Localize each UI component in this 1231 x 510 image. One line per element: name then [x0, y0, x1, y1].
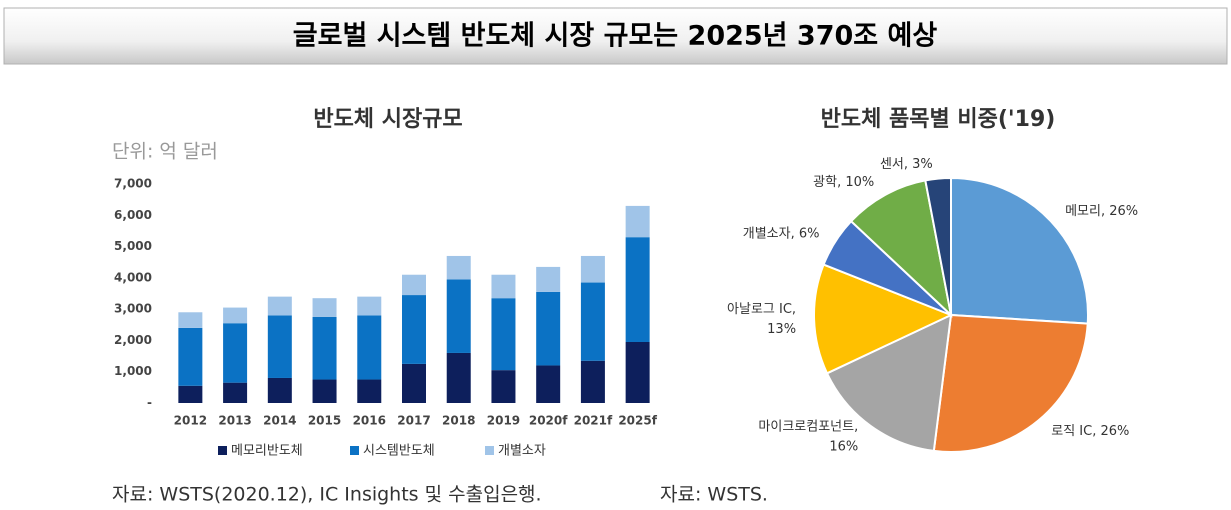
bar-segment — [223, 323, 248, 383]
page-title: 글로벌 시스템 반도체 시장 규모는 2025년 370조 예상 — [293, 21, 938, 52]
bar-segment — [625, 205, 650, 238]
bar-segment — [178, 327, 203, 386]
bar-segment — [491, 298, 516, 371]
x-tick-label: 2021f — [574, 414, 613, 428]
y-tick-label: 1,000 — [114, 364, 152, 378]
source: 자료: WSTS. — [660, 484, 768, 506]
legend-label: 시스템반도체 — [363, 444, 435, 459]
bar-segment — [312, 379, 337, 403]
bar-segment — [178, 385, 203, 403]
x-tick-label: 2019 — [487, 414, 520, 428]
x-tick-label: 2012 — [174, 414, 207, 428]
legend-swatch — [218, 446, 227, 455]
bar-segment — [402, 274, 426, 296]
bar-segment — [312, 298, 337, 317]
bar-segment — [536, 291, 561, 366]
x-tick-label: 2017 — [397, 414, 430, 428]
x-tick-label: 2016 — [353, 414, 386, 428]
pie-slice — [813, 263, 954, 375]
bar-segment — [625, 237, 650, 342]
y-tick-label: 7,000 — [114, 177, 152, 191]
bar-segment — [223, 382, 248, 403]
bar-segment — [267, 296, 292, 316]
header-bar — [3, 7, 1228, 65]
data-label: 센서, 3% — [880, 157, 933, 172]
data-label: 마이크로컴포넌트, — [758, 420, 858, 435]
bar-segment — [625, 341, 650, 403]
bar-segment — [402, 295, 426, 364]
pie-slice — [825, 313, 953, 453]
x-tick-label: 2015 — [308, 414, 341, 428]
y-tick-label: 2,000 — [114, 333, 152, 347]
bar-segment — [446, 279, 471, 353]
bar-segment — [357, 379, 382, 403]
bar-segment — [536, 365, 561, 403]
data-label: 광학, 10% — [813, 175, 874, 190]
bar-segment — [536, 266, 561, 292]
chart-subtitle: 단위: 억 달러 — [112, 141, 218, 163]
data-label: 메모리, 26% — [1065, 204, 1138, 219]
bar-segment — [580, 282, 605, 361]
y-tick-label: 5,000 — [114, 239, 152, 253]
bar-segment — [580, 255, 605, 283]
legend-swatch — [485, 446, 494, 455]
x-tick-label: 2013 — [218, 414, 251, 428]
x-tick-label: 2020f — [529, 414, 568, 428]
bar-segment — [446, 352, 471, 403]
data-label: 16% — [829, 440, 858, 455]
source: 자료: WSTS(2020.12), IC Insights 및 수출입은행. — [112, 484, 542, 506]
x-tick-label: 2018 — [442, 414, 475, 428]
bar-segment — [312, 316, 337, 380]
bar-segment — [357, 296, 382, 316]
y-tick-label: 3,000 — [114, 302, 152, 316]
data-label: 로직 IC, 26% — [1051, 424, 1129, 439]
bar-segment — [491, 370, 516, 403]
data-label: 개별소자, 6% — [743, 227, 820, 242]
bar-segment — [267, 377, 292, 403]
pie-slice — [932, 313, 1089, 453]
pie-slice — [924, 176, 952, 316]
y-tick-label: 4,000 — [114, 270, 152, 284]
bar-segment — [267, 315, 292, 378]
y-tick-label: - — [147, 396, 152, 410]
legend-label: 메모리반도체 — [231, 444, 303, 459]
legend-label: 개별소자 — [498, 444, 546, 459]
bar-segment — [446, 255, 471, 280]
pie-slice — [950, 176, 1089, 325]
chart-title: 반도체 시장규모 — [313, 107, 462, 132]
bar-segment — [178, 312, 203, 328]
legend-swatch — [350, 446, 359, 455]
x-tick-label: 2014 — [263, 414, 296, 428]
bar-segment — [357, 315, 382, 380]
bar-segment — [402, 363, 426, 403]
bar-segment — [491, 274, 516, 299]
pie-slice — [849, 179, 953, 318]
bar-segment — [223, 307, 248, 324]
data-label: 아날로그 IC, — [727, 302, 796, 317]
y-tick-label: 6,000 — [114, 208, 152, 222]
bar-segment — [580, 360, 605, 403]
data-label: 13% — [767, 322, 796, 337]
chart-title: 반도체 품목별 비중('19) — [821, 107, 1056, 132]
x-tick-label: 2025f — [618, 414, 657, 428]
